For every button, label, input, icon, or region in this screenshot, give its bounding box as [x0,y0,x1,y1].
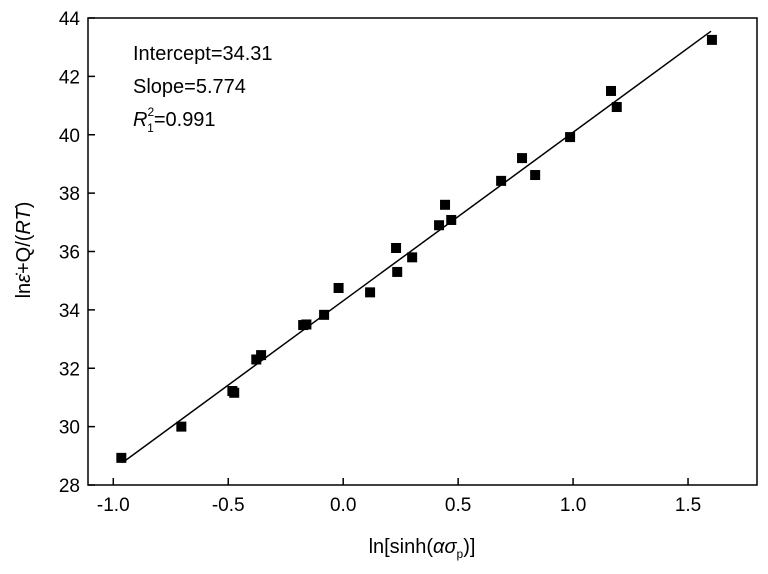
intercept-annotation: Intercept=34.31 [133,43,273,65]
y-tick-label: 32 [59,359,80,380]
data-point [434,220,445,231]
plot-frame [87,17,758,486]
y-tick-label: 34 [59,301,81,322]
r2-symbol: R [133,109,147,131]
r2-sub: 1 [147,121,154,135]
data-point [116,452,127,463]
slope-annotation: Slope=5.774 [133,76,246,98]
data-point [517,153,528,164]
y-tick-label: 44 [59,9,81,30]
data-point [606,85,617,96]
data-point [365,287,376,298]
y-tick-label: 30 [59,418,80,439]
data-point [301,319,312,330]
x-tick-label: -0.5 [212,495,245,516]
annotation-box: Intercept=34.31 Slope=5.774 R2 1=0.991 [133,43,273,135]
y-tick-label: 42 [59,67,80,88]
data-point [256,350,267,361]
y-axis-label: lnε̇+Q/(RT) [13,202,35,299]
data-point [611,102,622,113]
data-point [333,282,344,293]
x-tick-label: 1.5 [675,495,701,516]
r2-value: =0.991 [154,109,216,131]
data-point [530,170,541,181]
data-point [706,34,717,45]
data-point [229,387,240,398]
data-point [176,421,187,432]
data-point [391,242,402,253]
x-tick-label: -1.0 [97,495,130,516]
data-point [496,175,507,186]
y-tick-label: 36 [59,243,80,264]
x-tick-label: 0.5 [445,495,471,516]
x-tick-label: 0.0 [330,495,356,516]
x-axis-label: ln[sinh(ασp)] [369,536,476,561]
data-point [319,309,330,320]
data-point [407,252,418,263]
data-point [565,132,576,143]
data-point [392,266,403,277]
y-tick-label: 28 [59,476,80,497]
y-tick-label: 40 [59,126,80,147]
x-tick-label: 1.0 [560,495,586,516]
r2-annotation: R2 1=0.991 [133,105,216,135]
data-point [440,199,451,210]
y-tick-label: 38 [59,184,80,205]
data-point [446,214,457,225]
r2-sup: 2 [147,105,154,119]
